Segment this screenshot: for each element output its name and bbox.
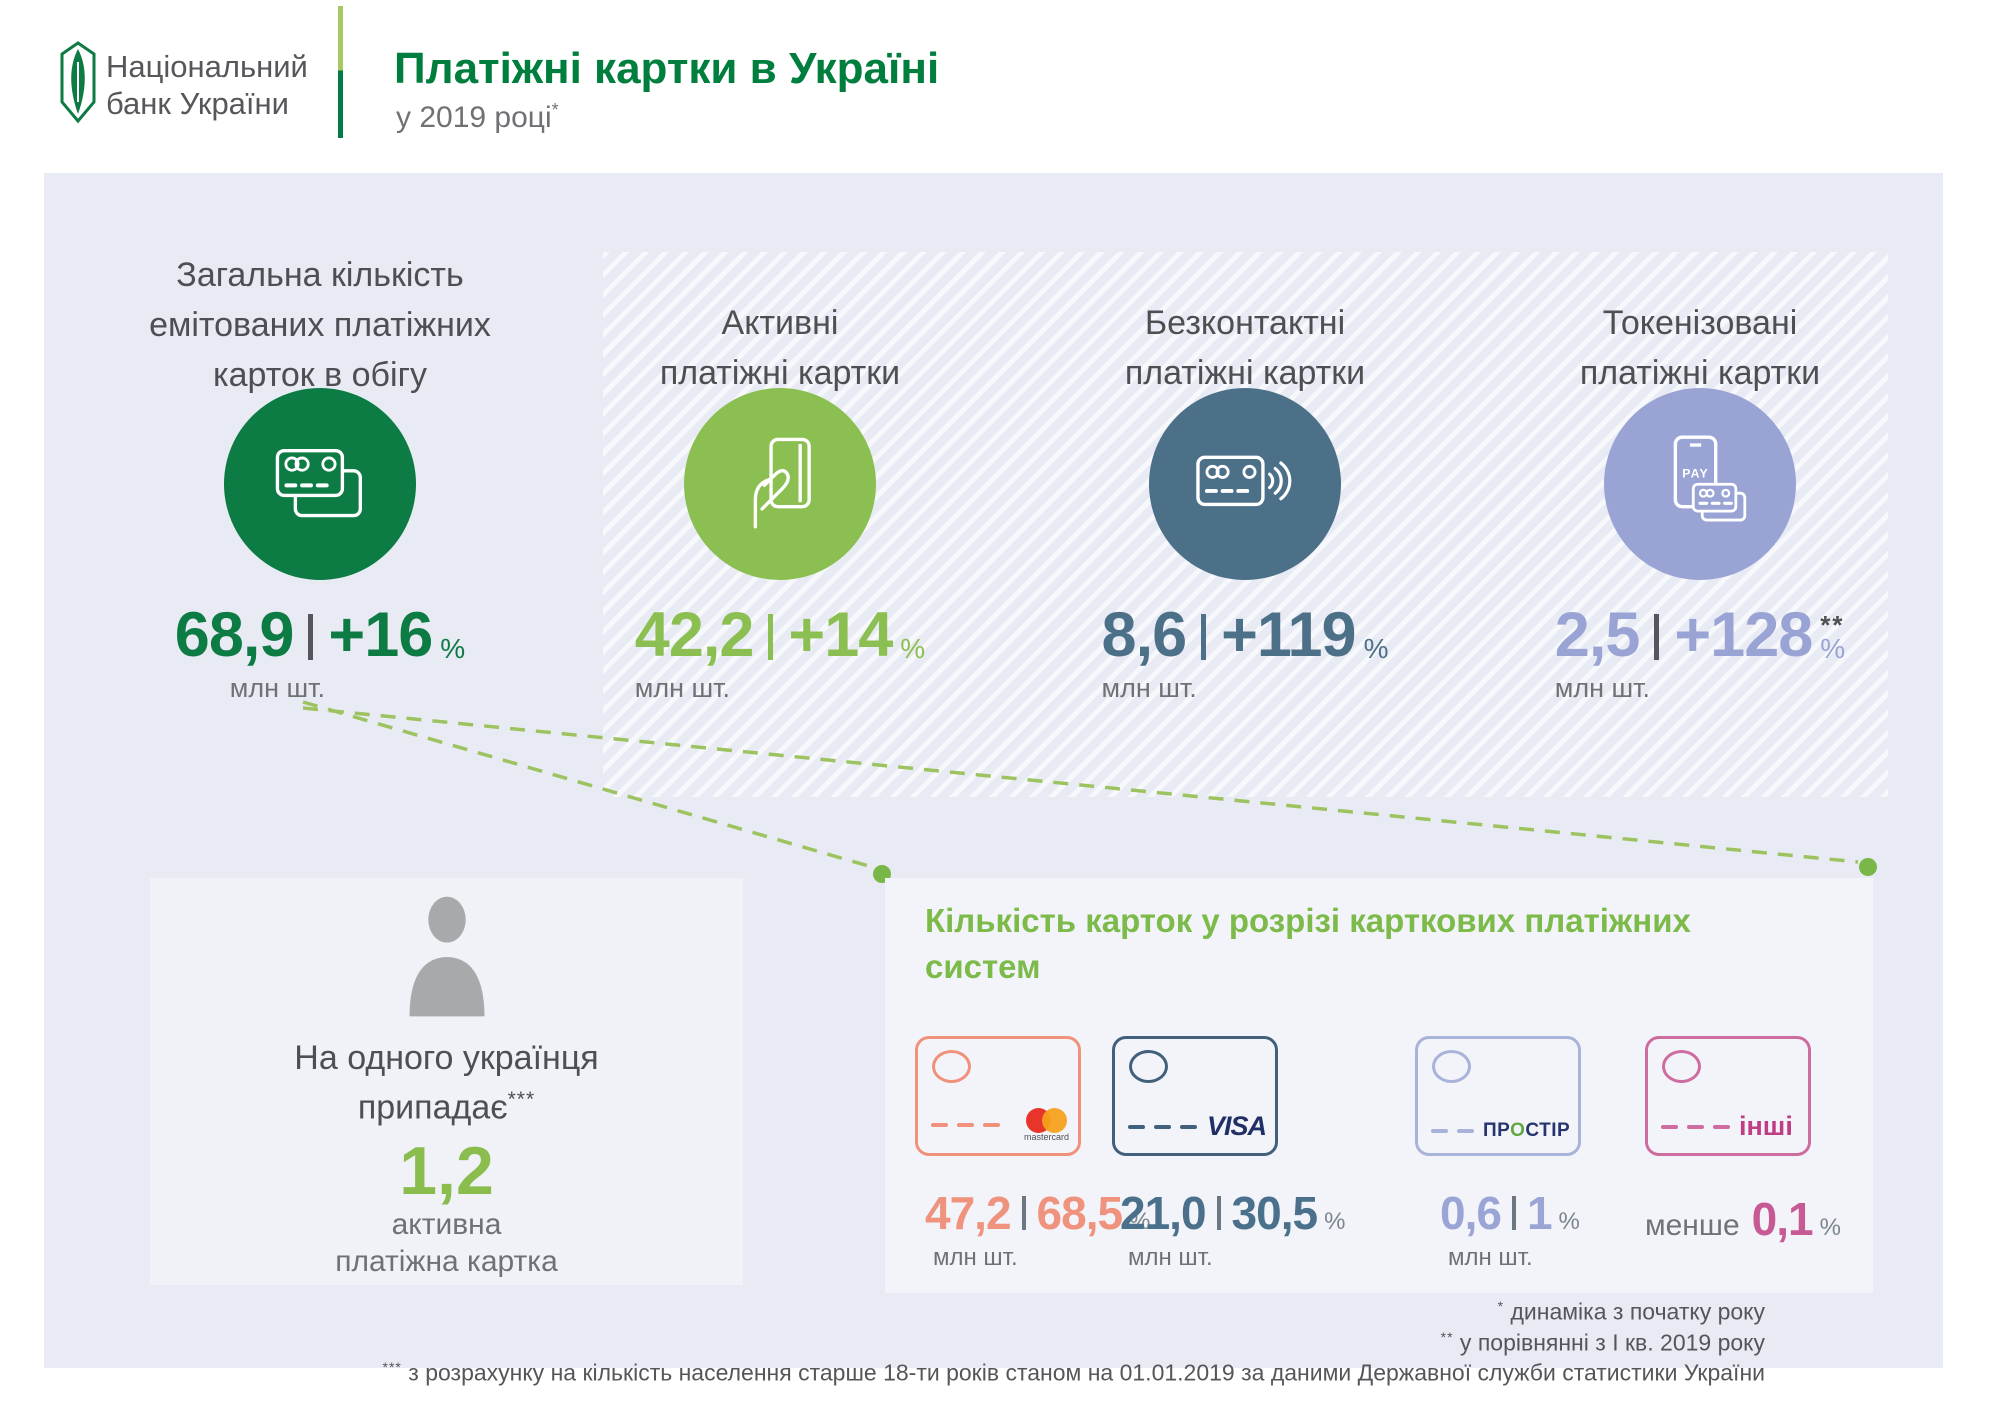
nbu-logo-icon bbox=[56, 40, 100, 129]
value-divider bbox=[1021, 1196, 1026, 1230]
value-divider bbox=[308, 614, 314, 660]
share: 68,5 bbox=[1036, 1187, 1124, 1239]
delta-footnote-mark: ** bbox=[1820, 610, 1845, 640]
other-systems-stats: менше 0,1 % bbox=[1645, 1196, 1841, 1243]
footnote-2: ** у порівнянні з І кв. 2019 року bbox=[1440, 1328, 1765, 1356]
value-divider bbox=[768, 614, 774, 660]
card-chip-icon bbox=[932, 1050, 971, 1083]
share: 0,1 bbox=[1751, 1193, 1814, 1245]
stat-value: 42,2 bbox=[634, 600, 755, 670]
credit-cards-icon bbox=[264, 426, 376, 543]
hand-card-icon bbox=[724, 426, 836, 543]
svg-text:PAY: PAY bbox=[1682, 466, 1709, 480]
other-systems-card: інші bbox=[1645, 1036, 1811, 1156]
stat-unit: млн шт. bbox=[1554, 673, 1651, 703]
stat-circle: PAY bbox=[1604, 388, 1796, 580]
per-capita-value: 1,2 bbox=[399, 1133, 494, 1210]
unit: млн шт. bbox=[933, 1244, 1018, 1271]
payment-systems-title: Кількість карток у розрізі карткових пла… bbox=[925, 902, 1691, 985]
value-divider bbox=[1654, 614, 1660, 660]
percent-sign: % bbox=[1129, 1208, 1151, 1235]
unit: млн шт. bbox=[1128, 1244, 1213, 1271]
cards-count: 47,2 bbox=[925, 1187, 1012, 1239]
stat-unit: млн шт. bbox=[634, 673, 731, 703]
footnote-3: *** з розрахунку на кількість населення … bbox=[382, 1359, 1765, 1386]
mastercard-card: mastercard bbox=[915, 1036, 1081, 1156]
stat-title: Загальна кількість емітованих платіжних … bbox=[149, 256, 491, 394]
percent-sign: % bbox=[1324, 1208, 1346, 1235]
footnotes: * динаміка з початку року ** у порівнянн… bbox=[365, 1294, 1765, 1386]
share: 1 bbox=[1526, 1187, 1553, 1239]
stat-title: Активні платіжні картки bbox=[659, 304, 901, 392]
page-title: Платіжні картки в Україні bbox=[394, 44, 940, 93]
stat-value-row: 42,2 +14 % млн шт. bbox=[555, 600, 1005, 704]
mastercard-logo-icon: mastercard bbox=[1024, 1108, 1069, 1142]
subtitle-footnote-mark: * bbox=[551, 100, 559, 120]
percent-sign: % bbox=[1820, 633, 1846, 664]
percent-sign: % bbox=[1819, 1214, 1841, 1241]
stat-value: 68,9 bbox=[174, 600, 295, 670]
card-chip-icon bbox=[1129, 1050, 1168, 1083]
value-divider bbox=[1511, 1196, 1516, 1230]
mastercard-stats: 47,2 68,5 % млн шт. bbox=[925, 1190, 1150, 1272]
visa-stats: 21,0 30,5 % млн шт. bbox=[1120, 1190, 1345, 1272]
less-than-label: менше bbox=[1645, 1209, 1740, 1242]
caption-footnote-mark: *** bbox=[507, 1088, 536, 1111]
stat-value-row: 68,9 +16 % млн шт. bbox=[80, 600, 560, 704]
percent-sign: % bbox=[1558, 1208, 1580, 1235]
visa-card: VISA bbox=[1112, 1036, 1278, 1156]
stat-delta: +14 bbox=[788, 600, 893, 670]
per-capita-unit: активна платіжна картка bbox=[335, 1208, 558, 1279]
stat-unit: млн шт. bbox=[229, 673, 326, 703]
percent-sign: % bbox=[900, 633, 926, 664]
unit: млн шт. bbox=[1448, 1244, 1533, 1271]
value-divider bbox=[1216, 1196, 1221, 1230]
card-chip-icon bbox=[1662, 1050, 1701, 1083]
other-systems-label: інші bbox=[1739, 1111, 1793, 1141]
bank-name: Національний банк України bbox=[106, 48, 308, 122]
payment-systems-panel bbox=[885, 878, 1873, 1293]
card-chip-icon bbox=[1432, 1050, 1471, 1083]
per-capita-panel: На одного українця припадає*** 1,2 актив… bbox=[150, 878, 743, 1285]
share: 30,5 bbox=[1231, 1187, 1319, 1239]
stat-value: 8,6 bbox=[1101, 600, 1188, 670]
stat-title: Токенізовані платіжні картки bbox=[1579, 304, 1821, 392]
cards-count: 0,6 bbox=[1440, 1187, 1502, 1239]
prostir-stats: 0,6 1 % млн шт. bbox=[1440, 1190, 1580, 1272]
stat-delta: +128 bbox=[1674, 600, 1813, 670]
person-icon bbox=[150, 890, 743, 1023]
visa-logo: VISA bbox=[1206, 1111, 1267, 1141]
percent-sign: % bbox=[1363, 633, 1389, 664]
header-divider bbox=[338, 6, 343, 138]
value-divider bbox=[1201, 614, 1207, 660]
stat-value-row: 8,6 +119 % млн шт. bbox=[1020, 600, 1470, 704]
bank-name-line1: Національний bbox=[106, 49, 308, 84]
stat-delta: +119 bbox=[1221, 600, 1356, 670]
percent-sign: % bbox=[440, 633, 466, 664]
stat-value: 2,5 bbox=[1554, 600, 1641, 670]
footnote-1: * динаміка з початку року bbox=[1497, 1298, 1765, 1325]
stat-value-row: 2,5 +128 **% млн шт. bbox=[1475, 600, 1925, 704]
bank-name-line2: банк України bbox=[106, 86, 289, 121]
stat-circle bbox=[1149, 388, 1341, 580]
prostir-logo: ПРОСТІР bbox=[1483, 1120, 1571, 1141]
stat-circle bbox=[224, 388, 416, 580]
per-capita-caption: На одного українця припадає*** bbox=[294, 1039, 599, 1127]
stat-circle bbox=[684, 388, 876, 580]
stat-title: Безконтактні платіжні картки bbox=[1124, 304, 1366, 392]
prostir-card: ПРОСТІР bbox=[1415, 1036, 1581, 1156]
stat-delta: +16 bbox=[328, 600, 433, 670]
phone-pay-icon: PAY bbox=[1644, 426, 1756, 543]
cards-count: 21,0 bbox=[1120, 1187, 1207, 1239]
page-subtitle: у 2019 році* bbox=[396, 100, 559, 134]
stat-unit: млн шт. bbox=[1101, 673, 1197, 703]
contactless-card-icon bbox=[1189, 426, 1301, 543]
